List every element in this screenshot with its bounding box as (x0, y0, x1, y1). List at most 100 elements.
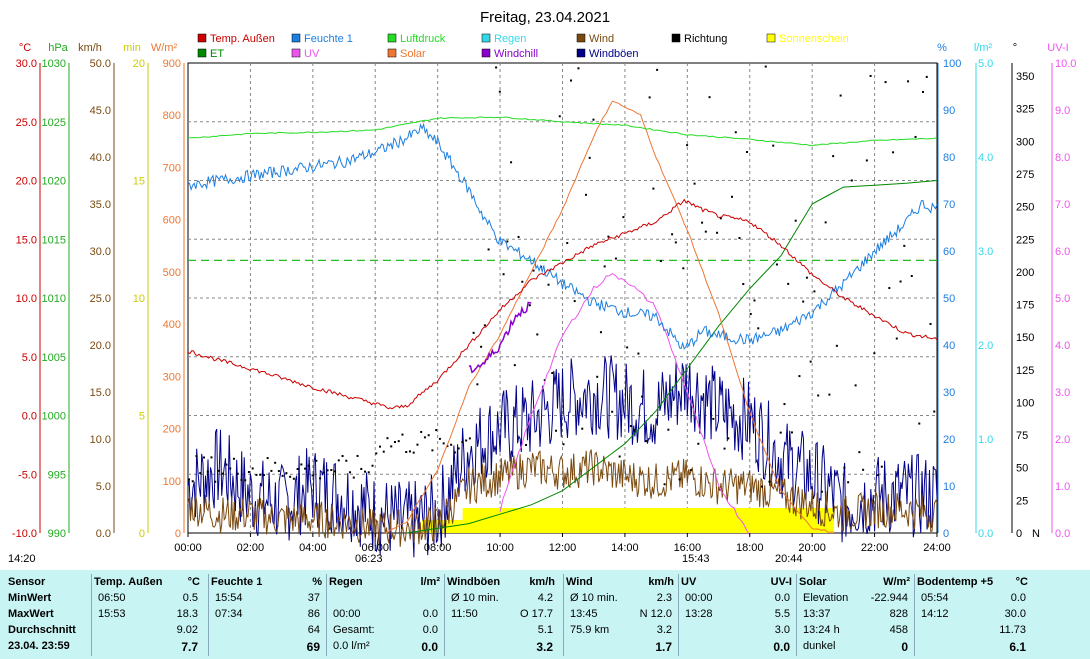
series-richtung-point (873, 352, 876, 355)
legend-label: Feuchte 1 (304, 33, 353, 45)
series-richtung-point (188, 478, 190, 481)
stats-cell-value: 0.0 (773, 640, 790, 654)
series-richtung-point (393, 441, 396, 444)
series-richtung-point (506, 240, 509, 243)
legend-label: Sonnenschein (779, 33, 849, 45)
series-richtung-point (345, 459, 348, 462)
series-richtung-point (270, 469, 273, 472)
legend-swatch (197, 48, 207, 58)
axis-tick-pct: 10 (943, 481, 955, 493)
series-richtung-point (386, 437, 389, 440)
legend-label: Solar (400, 48, 426, 60)
series-richtung-point (558, 115, 561, 118)
axis-header-min: min (123, 42, 141, 54)
axis-header-uvi: UV-I (1047, 42, 1068, 54)
series-richtung-point (757, 327, 760, 330)
series-richtung-point (850, 179, 853, 182)
stats-cell-label: 06:50 (98, 592, 126, 604)
series-richtung-point (577, 67, 580, 70)
axis-tick-deg: 325 (1016, 104, 1034, 116)
series-richtung-point (251, 467, 254, 470)
axis-tick-deg: 175 (1016, 300, 1034, 312)
series-richtung-point (644, 440, 647, 443)
legend-swatch (387, 33, 397, 43)
axis-tick-hpa: 995 (48, 469, 66, 481)
stats-header-unit: km/h (529, 576, 555, 588)
series-richtung-point (465, 439, 468, 442)
axis-tick-min: 15 (133, 176, 145, 188)
x-tick-label: 08:00 (424, 542, 452, 554)
stats-cell-value: 11.73 (999, 624, 1026, 636)
series-richtung-point (322, 471, 325, 474)
series-richtung-point (480, 345, 483, 348)
axis-tick-min: 10 (133, 293, 145, 305)
axis-tick-uvi: 0.0 (1055, 528, 1070, 540)
axis-tick-min: 0 (139, 528, 145, 540)
axis-tick-temp: -10.0 (12, 528, 37, 540)
series-richtung-point (678, 478, 681, 481)
series-richtung-point (895, 337, 898, 340)
series-richtung-point (217, 469, 220, 472)
series-richtung-point (255, 473, 258, 476)
axis-tick-wm2: 800 (163, 110, 181, 122)
series-richtung-point (266, 457, 269, 460)
series-richtung-point (244, 479, 247, 482)
series-richtung-point (382, 450, 385, 453)
stats-cell-label: 15:53 (98, 608, 126, 620)
series-richtung-point (536, 333, 539, 336)
axis-tick-deg: 150 (1016, 332, 1034, 344)
stats-cell-label: dunkel (803, 640, 836, 652)
stats-cell-label: Ø 10 min. (570, 592, 618, 604)
series-richtung-point (461, 441, 464, 444)
axis-tick-deg: 250 (1016, 202, 1034, 214)
stats-cell-value: O 17.7 (519, 608, 553, 620)
axis-tick-hpa: 1010 (42, 293, 66, 305)
axis-tick-pct: 40 (943, 340, 955, 352)
axis-tick-uvi: 1.0 (1055, 481, 1070, 493)
axis-header-temp: °C (19, 42, 31, 54)
x-tick-label: 12:00 (549, 542, 577, 554)
series-richtung-point (652, 187, 655, 190)
stats-cell-value: 37 (307, 592, 320, 604)
axis-tick-kmh: 10.0 (90, 434, 111, 446)
series-richtung-point (753, 299, 756, 302)
series-richtung-point (708, 96, 711, 99)
axis-tick-uvi: 9.0 (1055, 105, 1070, 117)
axis-tick-kmh: 5.0 (96, 481, 111, 493)
series-richtung-point (364, 470, 367, 473)
axis-tick-kmh: 15.0 (90, 387, 111, 399)
series-richtung-point (416, 443, 419, 446)
axis-tick-uvi: 6.0 (1055, 246, 1070, 258)
stats-header-unit: % (312, 576, 322, 588)
series-richtung-point (199, 472, 202, 475)
series-richtung-point (457, 447, 460, 450)
series-richtung-point (352, 476, 355, 479)
series-richtung-point (356, 454, 359, 457)
stats-column: Windböen km/h Ø 10 min. 4.2 11:50 O 17.7 5.1 3.… (444, 574, 557, 656)
series-richtung-point (925, 75, 928, 78)
weather-chart: Freitag, 23.04.2021 Temp. Außen Feuchte 1… (8, 9, 1077, 565)
series-richtung-point (341, 455, 344, 458)
series-richtung-point (641, 395, 644, 398)
series-richtung-point (566, 242, 569, 245)
axis-tick-wm2: 500 (163, 267, 181, 279)
series-richtung-point (274, 461, 277, 464)
marker-1543-label: 15:43 (682, 553, 710, 565)
series-richtung-point (865, 159, 868, 162)
time-marker-label: 14:20 (8, 553, 36, 565)
stats-cell-value: 0 (901, 640, 908, 654)
x-tick-label: 04:00 (299, 542, 327, 554)
series-richtung-point (397, 440, 400, 443)
series-temp (187, 198, 938, 410)
series-richtung-point (933, 410, 936, 413)
series-richtung-point (315, 459, 318, 462)
left-axes: °C 30.0 25.0 20.0 15.0 10.0 5.0 0.0 -5.0 -10.0 hPa… (12, 42, 185, 540)
legend-label: Windböen (589, 48, 639, 60)
stats-column: Regen l/m² 00:00 0.0 Gesamt: 0.0 0.0 l/m² 0.0 (326, 574, 442, 656)
series-windchill (468, 301, 532, 374)
series-richtung-point (723, 447, 726, 450)
axis-tick-deg: 75 (1016, 430, 1028, 442)
stats-row-label: 23.04. 23:59 (8, 640, 70, 652)
series-richtung-point (877, 474, 880, 477)
series-richtung-point (292, 477, 295, 480)
